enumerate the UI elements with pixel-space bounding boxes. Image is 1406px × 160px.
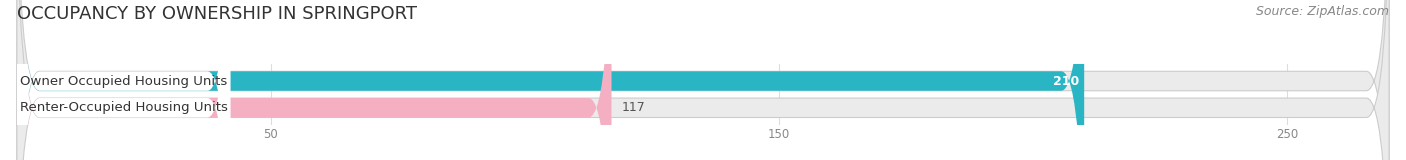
Text: 117: 117 [621,101,645,114]
Text: 210: 210 [1053,75,1078,88]
FancyBboxPatch shape [17,0,1389,160]
Text: Renter-Occupied Housing Units: Renter-Occupied Housing Units [20,101,228,114]
Text: OCCUPANCY BY OWNERSHIP IN SPRINGPORT: OCCUPANCY BY OWNERSHIP IN SPRINGPORT [17,5,416,23]
FancyBboxPatch shape [17,0,1084,160]
Text: Owner Occupied Housing Units: Owner Occupied Housing Units [20,75,228,88]
Text: Source: ZipAtlas.com: Source: ZipAtlas.com [1256,5,1389,18]
FancyBboxPatch shape [17,0,612,160]
FancyBboxPatch shape [17,0,231,160]
FancyBboxPatch shape [17,0,1389,160]
FancyBboxPatch shape [17,0,231,160]
